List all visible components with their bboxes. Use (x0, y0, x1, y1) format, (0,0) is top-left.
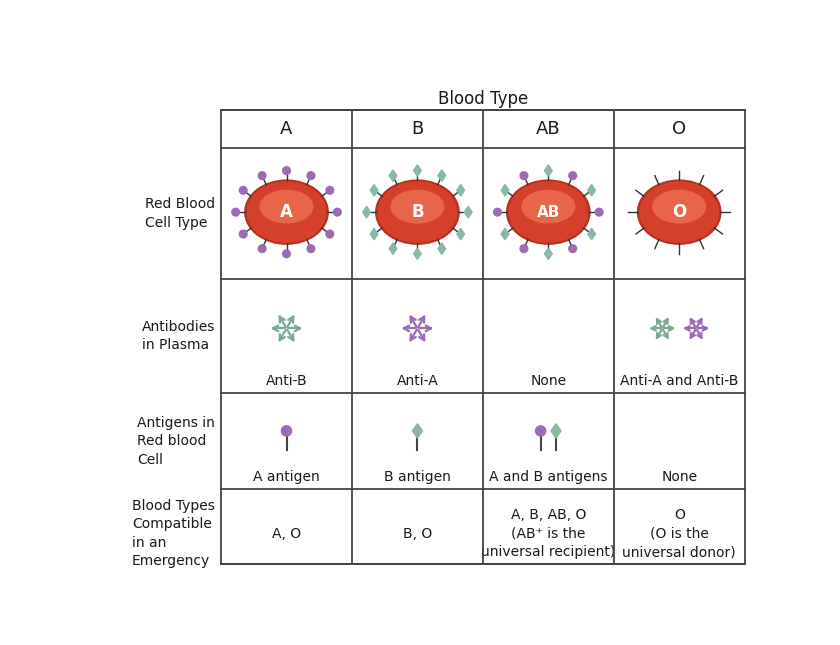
Text: A, B, AB, O
(AB⁺ is the
universal recipient): A, B, AB, O (AB⁺ is the universal recipi… (481, 508, 616, 559)
Circle shape (520, 172, 528, 179)
Text: None: None (661, 470, 697, 484)
Circle shape (239, 230, 247, 238)
Text: O: O (672, 203, 686, 221)
Text: O
(O is the
universal donor): O (O is the universal donor) (622, 508, 736, 559)
Polygon shape (438, 243, 446, 254)
Ellipse shape (508, 181, 588, 243)
Text: A and B antigens: A and B antigens (489, 470, 607, 484)
Text: Blood Type: Blood Type (438, 90, 528, 108)
Text: None: None (530, 374, 566, 388)
Ellipse shape (244, 179, 329, 245)
Text: AB: AB (536, 120, 560, 138)
Text: Antigens in
Red blood
Cell: Antigens in Red blood Cell (137, 416, 215, 466)
Ellipse shape (522, 190, 575, 224)
Polygon shape (370, 184, 378, 196)
Polygon shape (412, 424, 423, 438)
Circle shape (281, 426, 291, 436)
Circle shape (239, 186, 247, 194)
Ellipse shape (260, 190, 313, 224)
Circle shape (520, 245, 528, 253)
Circle shape (536, 426, 546, 436)
Text: Blood Types
Compatible
in an
Emergency: Blood Types Compatible in an Emergency (132, 499, 215, 568)
Text: B: B (411, 203, 423, 221)
Polygon shape (370, 228, 378, 240)
Text: Anti-A and Anti-B: Anti-A and Anti-B (620, 374, 738, 388)
Polygon shape (501, 228, 509, 240)
Text: A: A (281, 120, 292, 138)
Circle shape (258, 245, 266, 253)
Polygon shape (389, 243, 396, 254)
Text: O: O (672, 120, 686, 138)
Circle shape (596, 208, 603, 216)
Circle shape (307, 245, 315, 253)
Circle shape (494, 208, 501, 216)
Polygon shape (501, 184, 509, 196)
Text: A: A (280, 203, 293, 221)
Ellipse shape (377, 181, 458, 243)
Circle shape (569, 245, 576, 253)
Text: A antigen: A antigen (253, 470, 320, 484)
Polygon shape (465, 206, 472, 218)
Text: Antibodies
in Plasma: Antibodies in Plasma (141, 320, 215, 352)
Circle shape (232, 208, 239, 216)
Circle shape (569, 172, 576, 179)
Ellipse shape (652, 190, 706, 224)
Circle shape (282, 166, 291, 174)
Ellipse shape (391, 190, 444, 224)
Polygon shape (588, 184, 596, 196)
Polygon shape (438, 170, 446, 181)
Text: B, O: B, O (403, 526, 432, 541)
Circle shape (333, 208, 341, 216)
Bar (221, 110, 745, 564)
Polygon shape (413, 248, 422, 259)
Polygon shape (544, 164, 552, 176)
Polygon shape (363, 206, 370, 218)
Polygon shape (457, 228, 465, 240)
Text: Anti-B: Anti-B (265, 374, 307, 388)
Polygon shape (544, 248, 552, 259)
Circle shape (282, 250, 291, 257)
Text: Red Blood
Cell Type: Red Blood Cell Type (144, 197, 215, 230)
Text: B antigen: B antigen (384, 470, 451, 484)
Text: Anti-A: Anti-A (396, 374, 438, 388)
Ellipse shape (506, 179, 591, 245)
Polygon shape (389, 170, 396, 181)
Circle shape (307, 172, 315, 179)
Text: A, O: A, O (272, 526, 301, 541)
Polygon shape (457, 184, 465, 196)
Circle shape (258, 172, 266, 179)
Ellipse shape (637, 179, 722, 245)
Ellipse shape (375, 179, 459, 245)
Circle shape (326, 230, 333, 238)
Ellipse shape (639, 181, 719, 243)
Text: B: B (412, 120, 423, 138)
Ellipse shape (246, 181, 327, 243)
Polygon shape (588, 228, 596, 240)
Polygon shape (413, 164, 422, 176)
Polygon shape (551, 424, 561, 438)
Text: AB: AB (537, 204, 560, 220)
Circle shape (326, 186, 333, 194)
